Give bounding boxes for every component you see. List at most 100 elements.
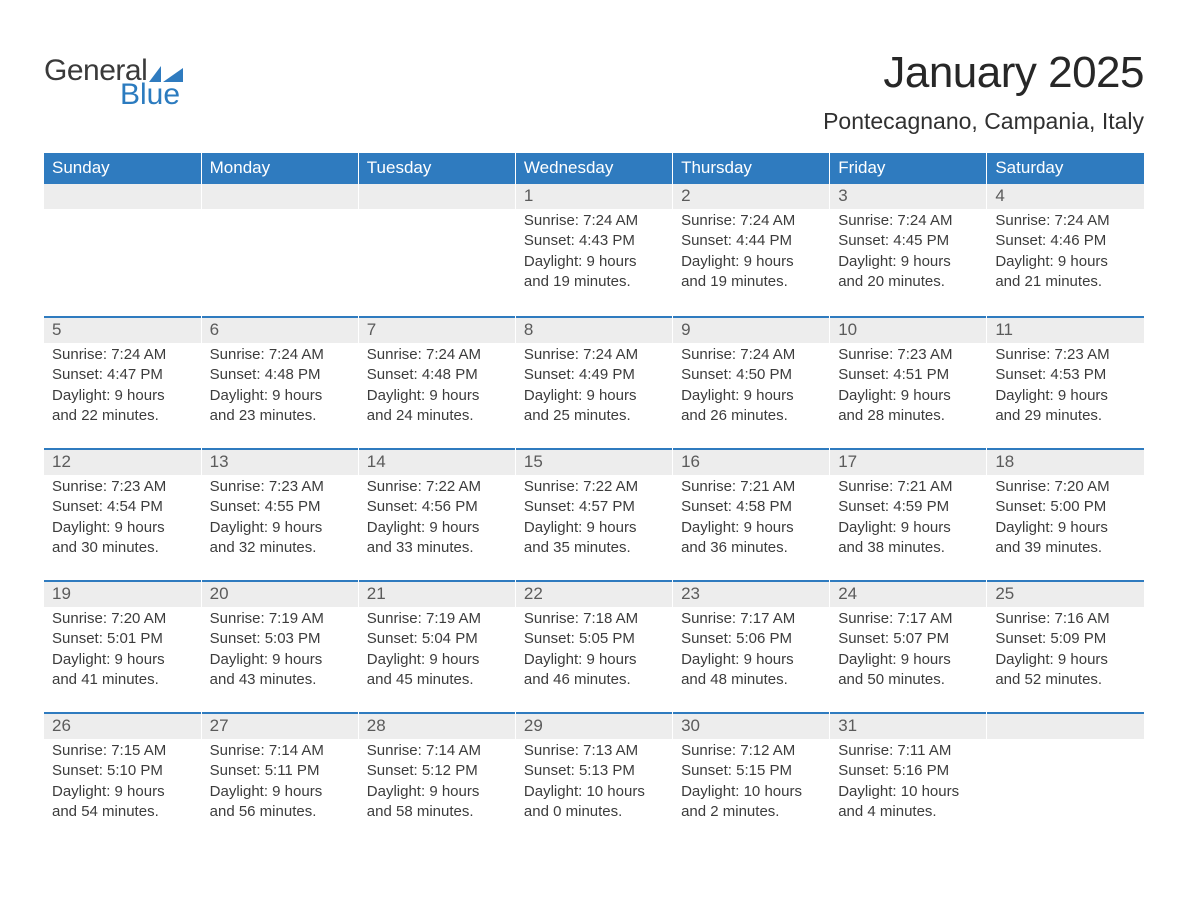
value: 5:10 PM — [107, 762, 163, 779]
day-header-friday: Friday — [830, 153, 987, 184]
day-number: 21 — [359, 582, 515, 607]
day-details: Sunrise: 7:14 AMSunset: 5:11 PMDaylight:… — [202, 739, 358, 828]
value: 4:43 PM — [579, 232, 635, 249]
calendar-week: 5Sunrise: 7:24 AMSunset: 4:47 PMDaylight… — [44, 316, 1144, 448]
calendar-day: 19Sunrise: 7:20 AMSunset: 5:01 PMDayligh… — [44, 580, 201, 712]
label: Sunset: — [210, 498, 265, 515]
value: 7:17 AM — [740, 610, 795, 627]
day-details: Sunrise: 7:21 AMSunset: 4:58 PM Daylight:… — [673, 475, 829, 564]
day-details: Sunrise: 7:23 AMSunset: 4:51 PMDaylight:… — [830, 343, 986, 432]
day-details: Sunrise: 7:24 AMSunset: 4:45 PMDaylight:… — [830, 209, 986, 298]
label: Sunrise: — [367, 742, 426, 759]
label: Sunset: — [838, 366, 893, 383]
label: Sunset: — [995, 498, 1050, 515]
calendar-day: 12Sunrise: 7:23 AMSunset: 4:54 PMDayligh… — [44, 448, 201, 580]
value: 4:58 PM — [736, 498, 792, 515]
day-details: Sunrise: 7:22 AMSunset: 4:56 PMDaylight:… — [359, 475, 515, 564]
day-number: 19 — [44, 582, 201, 607]
label: Sunrise: — [524, 478, 583, 495]
label: Sunrise: — [52, 742, 111, 759]
value: 7:23 AM — [1055, 346, 1110, 363]
calendar-day: 14Sunrise: 7:22 AMSunset: 4:56 PMDayligh… — [358, 448, 515, 580]
value: 7:24 AM — [583, 346, 638, 363]
day-header-thursday: Thursday — [673, 153, 830, 184]
day-number: 1 — [516, 184, 672, 209]
day-number: 5 — [44, 318, 201, 343]
label: Sunset: — [367, 498, 422, 515]
calendar-week: 12Sunrise: 7:23 AMSunset: 4:54 PMDayligh… — [44, 448, 1144, 580]
label: Daylight: — [210, 387, 273, 404]
label: Sunset: — [210, 762, 265, 779]
day-number: 17 — [830, 450, 986, 475]
value: 7:14 AM — [426, 742, 481, 759]
value: 5:05 PM — [579, 630, 635, 647]
calendar-table: SundayMondayTuesdayWednesdayThursdayFrid… — [44, 153, 1144, 838]
label: Daylight: — [838, 253, 901, 270]
label: Sunset: — [838, 630, 893, 647]
label: Sunset: — [210, 630, 265, 647]
day-details: Sunrise: 7:24 AMSunset: 4:44 PMDaylight:… — [673, 209, 829, 298]
day-details: Sunrise: 7:11 AMSunset: 5:16 PMDaylight:… — [830, 739, 986, 828]
label: Sunrise: — [681, 742, 740, 759]
day-number: 10 — [830, 318, 986, 343]
day-number: 22 — [516, 582, 672, 607]
label: Daylight: — [681, 519, 744, 536]
label: Sunrise: — [681, 610, 740, 627]
value: 7:17 AM — [897, 610, 952, 627]
calendar-day: 15Sunrise: 7:22 AMSunset: 4:57 PMDayligh… — [515, 448, 672, 580]
calendar-day-empty — [201, 184, 358, 316]
value: 7:20 AM — [1055, 478, 1110, 495]
day-details: Sunrise: 7:15 AMSunset: 5:10 PMDaylight:… — [44, 739, 201, 828]
value: 7:11 AM — [897, 742, 951, 759]
value: 4:45 PM — [893, 232, 949, 249]
day-number: 15 — [516, 450, 672, 475]
label: Sunset: — [995, 366, 1050, 383]
label: Sunset: — [838, 232, 893, 249]
value: 7:21 AM — [740, 478, 795, 495]
label: Sunrise: — [52, 610, 111, 627]
label: Daylight: — [210, 651, 273, 668]
label: Daylight: — [524, 253, 587, 270]
label: Sunset: — [995, 232, 1050, 249]
value: 4:50 PM — [736, 366, 792, 383]
label: Daylight: — [995, 519, 1058, 536]
day-details: Sunrise: 7:23 AMSunset: 4:54 PMDaylight:… — [44, 475, 201, 564]
day-number: 9 — [673, 318, 829, 343]
label: Sunrise: — [838, 742, 897, 759]
day-details: Sunrise: 7:17 AMSunset: 5:06 PMDaylight:… — [673, 607, 829, 696]
value: 4:59 PM — [893, 498, 949, 515]
label: Sunset: — [681, 498, 736, 515]
label: Sunset: — [52, 630, 107, 647]
day-details: Sunrise: 7:23 AMSunset: 4:55 PMDaylight:… — [202, 475, 358, 564]
calendar-day: 27Sunrise: 7:14 AMSunset: 5:11 PMDayligh… — [201, 712, 358, 838]
label: Sunrise: — [681, 478, 740, 495]
value: 7:22 AM — [583, 478, 638, 495]
day-number — [359, 184, 515, 209]
value: 5:09 PM — [1050, 630, 1106, 647]
label: Daylight: — [210, 519, 273, 536]
label: Sunset: — [52, 498, 107, 515]
value: 4:57 PM — [579, 498, 635, 515]
label: Daylight: — [524, 651, 587, 668]
calendar-day: 17Sunrise: 7:21 AMSunset: 4:59 PMDayligh… — [830, 448, 987, 580]
label: Sunset: — [681, 366, 736, 383]
label: Sunset: — [681, 762, 736, 779]
day-number: 2 — [673, 184, 829, 209]
value: 7:24 AM — [740, 346, 795, 363]
day-details: Sunrise: 7:18 AMSunset: 5:05 PMDaylight:… — [516, 607, 672, 696]
day-number: 7 — [359, 318, 515, 343]
calendar-week: 1Sunrise: 7:24 AMSunset: 4:43 PMDaylight… — [44, 184, 1144, 316]
label: Sunset: — [367, 762, 422, 779]
value: 7:24 AM — [269, 346, 324, 363]
label: Sunrise: — [838, 610, 897, 627]
label: Sunset: — [524, 498, 579, 515]
value: 5:00 PM — [1050, 498, 1106, 515]
day-number: 8 — [516, 318, 672, 343]
day-number: 31 — [830, 714, 986, 739]
value: 5:07 PM — [893, 630, 949, 647]
label: Sunrise: — [524, 610, 583, 627]
value: 5:15 PM — [736, 762, 792, 779]
label: Daylight: — [367, 651, 430, 668]
day-number: 3 — [830, 184, 986, 209]
label: Sunrise: — [210, 742, 269, 759]
